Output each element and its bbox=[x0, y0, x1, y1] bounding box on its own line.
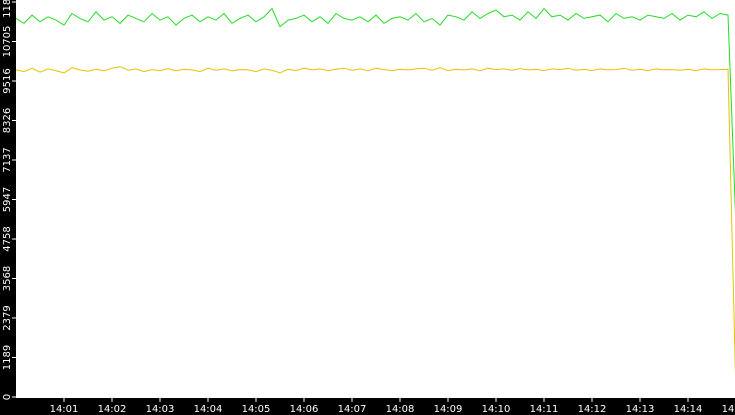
x-tick-label: 14:03 bbox=[146, 404, 175, 415]
y-tick-label: 8326 bbox=[2, 108, 13, 133]
y-tick-label: 1189 bbox=[2, 345, 13, 370]
y-tick-label: 11895 bbox=[2, 0, 13, 18]
x-tick-label: 14:06 bbox=[290, 404, 319, 415]
x-tick-label: 14:08 bbox=[386, 404, 415, 415]
y-tick-label: 0 bbox=[2, 394, 13, 400]
x-tick-label: 14:14 bbox=[674, 404, 703, 415]
x-tick-label: 14:09 bbox=[434, 404, 463, 415]
series-line bbox=[15, 66, 735, 377]
x-tick-label: 14:04 bbox=[194, 404, 223, 415]
plot-area bbox=[16, 0, 735, 398]
x-tick-label: 14:11 bbox=[530, 404, 559, 415]
x-tick-label: 14:07 bbox=[338, 404, 367, 415]
y-tick-label: 3568 bbox=[2, 266, 13, 291]
x-tick-label: 14:01 bbox=[50, 404, 79, 415]
y-tick-label: 10705 bbox=[2, 26, 13, 58]
y-tick-label: 9516 bbox=[2, 68, 13, 93]
x-tick-label: 14:05 bbox=[242, 404, 271, 415]
x-tick-label: 14:10 bbox=[482, 404, 511, 415]
series-line bbox=[15, 7, 735, 215]
y-tick-label: 2379 bbox=[2, 305, 13, 330]
y-tick-label: 4758 bbox=[2, 226, 13, 251]
x-tick-label: 14:02 bbox=[98, 404, 127, 415]
y-tick-label: 7137 bbox=[2, 147, 13, 172]
x-tick-label: 14:15 bbox=[722, 404, 735, 415]
x-tick-label: 14:13 bbox=[626, 404, 655, 415]
x-tick-label: 14:12 bbox=[578, 404, 607, 415]
y-tick-label: 5947 bbox=[2, 187, 13, 212]
